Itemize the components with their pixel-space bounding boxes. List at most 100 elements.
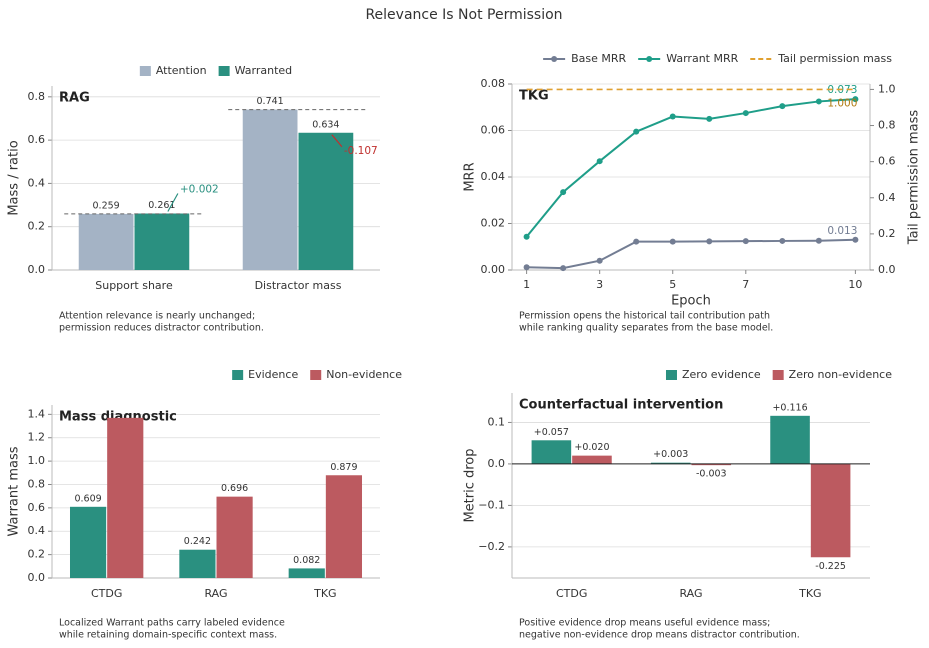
point [669,113,676,120]
y-tick-label: 0.06 [481,124,506,137]
y2-tick-label: 0.0 [878,263,896,276]
y-tick-label: 0.0 [28,263,46,276]
y-tick-label: 0.4 [28,176,46,189]
bar [107,417,144,578]
legend-swatch [665,370,677,380]
y-tick-label: 0.0 [28,571,46,584]
bar [216,496,253,578]
point [560,265,567,272]
point [742,110,749,117]
x-tick-label: TKG [313,587,336,600]
point [779,237,786,244]
value-label: 0.741 [257,96,284,107]
legend: Zero evidence Zero non-evidence [665,368,893,381]
y-tick-label: 0.04 [481,170,506,183]
bar [810,463,851,558]
y-axis-label: Metric drop [463,448,478,522]
legend: Evidence Non-evidence [232,368,402,381]
point [742,238,749,245]
legend-label: Evidence [248,368,298,381]
y2-axis-label: Tail permission mass [907,110,922,246]
legend-label: Zero non-evidence [789,368,893,381]
value-label: 0.696 [221,483,248,494]
legend-swatch [218,66,230,76]
caption: while ranking quality separates from the… [519,323,773,334]
caption: Positive evidence drop means useful evid… [519,618,770,629]
y-tick-label: 0.4 [28,524,46,537]
point [523,233,530,240]
legend-swatch [772,370,784,380]
bar [770,415,810,464]
x-tick-label: TKG [798,587,821,600]
annotation: +0.002 [180,184,219,196]
y2-tick-label: 0.8 [878,119,896,132]
y-tick-label: 0.8 [28,90,46,103]
value-label: +0.116 [772,402,807,413]
y-tick-label: 1.0 [28,454,46,467]
legend-swatch [139,66,151,76]
annotation-arrow [167,193,179,212]
point [706,238,713,245]
y-tick-label: 1.4 [28,407,46,420]
value-label: 0.609 [74,493,101,504]
annotation: -0.107 [344,145,378,157]
bar [691,463,732,466]
point [523,264,530,271]
bar [531,440,572,464]
y-tick-label: 0.08 [481,77,506,90]
x-tick-label: CTDG [556,587,587,600]
y2-tick-label: 0.6 [878,155,896,168]
value-label: 0.879 [330,462,357,473]
y2-tick-label: 0.4 [878,191,896,204]
x-tick-label: Support share [95,279,173,292]
x-tick-label: 3 [596,278,603,291]
end-label: 0.013 [827,225,857,237]
bar [69,506,107,578]
point [560,189,567,196]
value-label: +0.003 [653,449,688,460]
end-label: 1.000 [827,97,857,109]
point [669,238,676,245]
y2-tick-label: 1.0 [878,82,896,95]
legend-label: Tail permission mass [777,52,892,65]
bar [78,213,134,270]
caption: negative non-evidence drop means distrac… [519,630,800,641]
value-label: 0.261 [148,200,175,211]
point [706,115,713,122]
caption: Attention relevance is nearly unchanged; [59,311,255,322]
legend-label: Warrant MRR [666,52,738,65]
y-tick-label: 0.00 [481,263,506,276]
bar [572,455,612,464]
point [815,98,822,105]
legend-label: Zero evidence [682,368,761,381]
legend: Base MRR Warrant MRR Tail permission mass [543,52,892,65]
x-axis-label: Epoch [671,294,711,309]
point [596,158,603,165]
figure-title: Relevance Is Not Permission [365,7,562,23]
y-tick-label: 0.8 [28,477,46,490]
y-tick-label: 0.1 [488,415,506,428]
bar [242,109,298,270]
y-tick-label: 0.2 [28,548,46,561]
panel-title: RAG [59,91,90,106]
point [852,96,859,103]
value-label: +0.020 [574,442,609,453]
legend-marker [646,56,653,62]
annotation-arrow [331,134,343,148]
value-label: +0.057 [534,427,569,438]
x-tick-label: RAG [679,587,702,600]
y-axis-label: Warrant mass [7,446,22,536]
x-tick-label: 7 [742,278,749,291]
y-axis-label: MRR [463,162,478,191]
caption: while retaining domain-specific context … [59,630,277,641]
x-tick-label: 1 [523,278,530,291]
value-label: 0.634 [312,119,339,130]
panel-title: Counterfactual intervention [519,398,723,413]
legend-swatch [232,370,244,380]
value-label: 0.259 [93,200,120,211]
y-tick-label: 1.2 [28,431,46,444]
x-tick-label: Distractor mass [255,279,342,292]
caption: permission reduces distractor contributi… [59,323,264,334]
legend: Attention Warranted [139,64,292,77]
